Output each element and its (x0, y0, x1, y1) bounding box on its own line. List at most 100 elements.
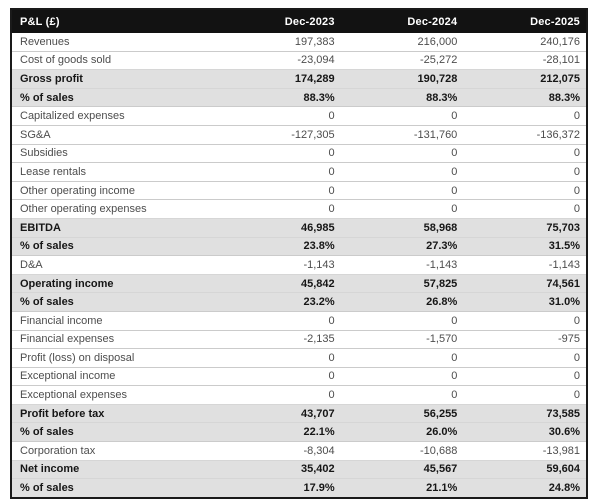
table-row: Operating income 45,842 57,825 74,561 (12, 273, 586, 293)
cell-value: 45,842 (218, 273, 341, 293)
table-row: Profit (loss) on disposal 0 0 0 (12, 348, 586, 368)
row-label: Subsidies (12, 143, 218, 163)
table-row: Subsidies 0 0 0 (12, 143, 586, 163)
cell-value: -975 (463, 329, 586, 349)
cell-value: 45,567 (340, 459, 464, 479)
table-row: Gross profit 174,289 190,728 212,075 (12, 69, 586, 89)
table-row: % of sales 17.9% 21.1% 24.8% (12, 478, 586, 497)
table-row: Corporation tax -8,304 -10,688 -13,981 (12, 441, 586, 461)
cell-value: 0 (463, 180, 586, 200)
table-row: Cost of goods sold -23,094 -25,272 -28,101 (12, 50, 586, 70)
table-row: Lease rentals 0 0 0 (12, 162, 586, 182)
cell-value: -136,372 (463, 124, 586, 145)
cell-value: 43,707 (218, 403, 341, 423)
cell-value: -13,981 (463, 441, 586, 461)
table-row: Profit before tax 43,707 56,255 73,585 (12, 403, 586, 423)
cell-value: 88.3% (463, 87, 586, 107)
row-label: Gross profit (12, 69, 218, 89)
cell-value: 197,383 (218, 33, 341, 52)
row-label: % of sales (12, 292, 218, 312)
cell-value: -28,101 (463, 50, 586, 70)
cell-value: 0 (463, 162, 586, 182)
row-label: Profit before tax (12, 403, 218, 423)
cell-value: 0 (463, 348, 586, 368)
table-row: Financial expenses -2,135 -1,570 -975 (12, 329, 586, 349)
cell-value: 21.1% (340, 478, 464, 497)
pnl-table-frame: P&L (£) Dec-2023 Dec-2024 Dec-2025 Revenues… (10, 8, 588, 499)
cell-value: 30.6% (463, 422, 586, 442)
cell-value: 216,000 (340, 33, 464, 52)
header-row: P&L (£) Dec-2023 Dec-2024 Dec-2025 (12, 10, 586, 33)
table-row: Financial income 0 0 0 (12, 310, 586, 330)
row-label: Financial expenses (12, 329, 218, 349)
cell-value: 73,585 (463, 403, 586, 423)
table-row: % of sales 23.8% 27.3% 31.5% (12, 236, 586, 256)
cell-value: -131,760 (340, 124, 464, 145)
cell-value: 31.0% (463, 292, 586, 312)
cell-value: 0 (463, 366, 586, 386)
cell-value: 0 (340, 310, 464, 330)
row-label: % of sales (12, 87, 218, 107)
row-label: Profit (loss) on disposal (12, 348, 218, 368)
cell-value: -127,305 (218, 124, 341, 145)
cell-value: 212,075 (463, 69, 586, 89)
cell-value: 23.8% (218, 236, 341, 256)
cell-value: 0 (218, 106, 341, 126)
row-label: Exceptional expenses (12, 385, 218, 405)
cell-value: 0 (218, 348, 341, 368)
table-row: % of sales 22.1% 26.0% 30.6% (12, 422, 586, 442)
row-label: D&A (12, 255, 218, 275)
cell-value: 0 (463, 310, 586, 330)
table-row: Revenues 197,383 216,000 240,176 (12, 33, 586, 52)
row-label: Revenues (12, 33, 218, 52)
row-label: % of sales (12, 236, 218, 256)
cell-value: 24.8% (463, 478, 586, 497)
row-label: Capitalized expenses (12, 106, 218, 126)
cell-value: -8,304 (218, 441, 341, 461)
cell-value: 27.3% (340, 236, 464, 256)
row-label: Corporation tax (12, 441, 218, 461)
row-label: Other operating income (12, 180, 218, 200)
header-cell-period: Dec-2024 (340, 10, 464, 33)
cell-value: 75,703 (463, 217, 586, 238)
cell-value: 23.2% (218, 292, 341, 312)
table-row: % of sales 23.2% 26.8% 31.0% (12, 292, 586, 312)
cell-value: 31.5% (463, 236, 586, 256)
row-label: Lease rentals (12, 162, 218, 182)
table-row: D&A -1,143 -1,143 -1,143 (12, 255, 586, 275)
table-row: Exceptional income 0 0 0 (12, 366, 586, 386)
cell-value: 0 (340, 106, 464, 126)
row-label: % of sales (12, 478, 218, 497)
cell-value: -1,143 (340, 255, 464, 275)
cell-value: 0 (218, 162, 341, 182)
cell-value: -23,094 (218, 50, 341, 70)
header-cell-period: Dec-2025 (463, 10, 586, 33)
header-cell-period: Dec-2023 (218, 10, 341, 33)
row-label: EBITDA (12, 217, 218, 238)
cell-value: 59,604 (463, 459, 586, 479)
cell-value: 0 (340, 180, 464, 200)
cell-value: -10,688 (340, 441, 464, 461)
cell-value: 0 (463, 106, 586, 126)
cell-value: -25,272 (340, 50, 464, 70)
cell-value: 0 (463, 385, 586, 405)
cell-value: -1,570 (340, 329, 464, 349)
cell-value: 58,968 (340, 217, 464, 238)
cell-value: 0 (340, 348, 464, 368)
cell-value: -1,143 (218, 255, 341, 275)
cell-value: 88.3% (340, 87, 464, 107)
row-label: Cost of goods sold (12, 50, 218, 70)
cell-value: 0 (340, 162, 464, 182)
cell-value: 0 (463, 143, 586, 163)
header-cell-title: P&L (£) (12, 10, 218, 33)
row-label: Net income (12, 459, 218, 479)
row-label: Exceptional income (12, 366, 218, 386)
row-label: Operating income (12, 273, 218, 293)
table-row: % of sales 88.3% 88.3% 88.3% (12, 87, 586, 107)
cell-value: 0 (340, 199, 464, 219)
cell-value: 46,985 (218, 217, 341, 238)
row-label: SG&A (12, 124, 218, 145)
table-body: Revenues 197,383 216,000 240,176 Cost of goo… (12, 33, 586, 497)
table-row: SG&A -127,305 -131,760 -136,372 (12, 124, 586, 145)
table-row: Exceptional expenses 0 0 0 (12, 385, 586, 405)
